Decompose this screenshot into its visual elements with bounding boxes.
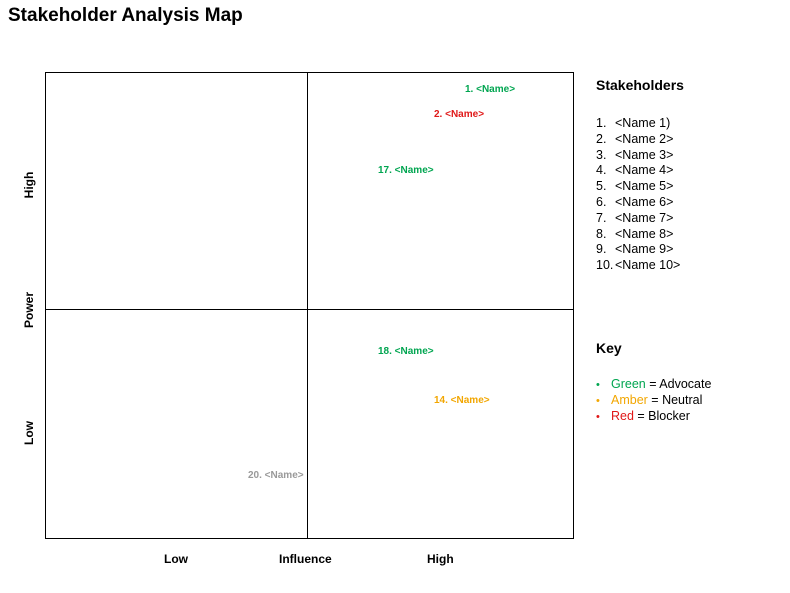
list-item: 1. <Name 1)	[596, 116, 671, 130]
list-item: 7. <Name 7>	[596, 210, 674, 225]
list-item: 2. <Name 2>	[596, 131, 674, 146]
list-item: 5. <Name 5>	[596, 179, 674, 194]
stakeholder-marker-17: 17. <Name>	[378, 165, 434, 176]
y-axis-high-label: High	[22, 171, 36, 199]
list-item: 6. <Name 6>	[596, 194, 674, 209]
x-axis-title: Influence	[279, 552, 332, 566]
key-heading: Key	[596, 340, 622, 356]
stakeholders-heading: Stakeholders	[596, 77, 684, 93]
stakeholder-marker-18: 18. <Name>	[378, 346, 434, 357]
list-item: 3. <Name 3>	[596, 147, 674, 162]
stakeholder-marker-20: 20. <Name>	[248, 470, 304, 481]
x-axis-low-label: Low	[164, 552, 188, 566]
list-item: 4. <Name 4>	[596, 163, 674, 178]
key-item-amber: • Amber = Neutral	[596, 392, 703, 407]
x-axis-high-label: High	[427, 552, 454, 566]
y-axis-low-label: Low	[22, 421, 36, 445]
list-item: 8. <Name 8>	[596, 226, 674, 241]
stakeholders-list: 1. <Name 1) 2. <Name 2> 3. <Name 3> 4. <Name…	[596, 116, 680, 274]
page-title: Stakeholder Analysis Map	[8, 5, 243, 26]
list-item: 9. <Name 9>	[596, 242, 674, 257]
key-item-red: • Red = Blocker	[596, 408, 690, 423]
y-axis-title: Power	[22, 291, 36, 329]
stakeholder-marker-2: 2. <Name>	[434, 109, 485, 120]
horizontal-divider	[46, 309, 573, 310]
stakeholder-marker-1: 1. <Name>	[465, 84, 516, 95]
list-item: 10. <Name 10>	[596, 258, 681, 273]
key-item-green: • Green = Advocate	[596, 377, 712, 391]
stakeholder-marker-14: 14. <Name>	[434, 395, 490, 406]
stakeholder-grid: 1. <Name> 2. <Name> 17. <Name> 18. <Name…	[45, 72, 574, 539]
vertical-divider	[307, 73, 308, 538]
key-list: • Green = Advocate • Amber = Neutral • Red …	[596, 377, 711, 424]
